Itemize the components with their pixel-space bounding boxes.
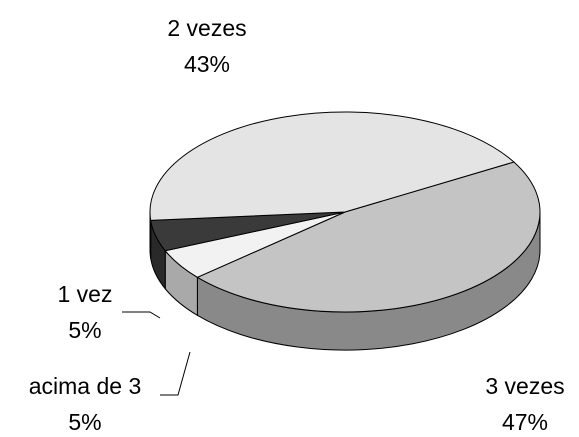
leader-line <box>160 351 191 396</box>
slice-label: 3 vezes <box>485 373 564 399</box>
slice <box>149 111 515 221</box>
value-label: 5% <box>68 409 101 435</box>
leader-line <box>122 311 161 319</box>
slice <box>196 161 541 313</box>
value-label: 47% <box>502 409 548 435</box>
slice-label: 1 vez <box>58 281 113 307</box>
slice-label: acima de 3 <box>29 373 142 399</box>
value-label: 5% <box>68 317 101 343</box>
value-label: 43% <box>184 51 230 77</box>
slice-label: 2 vezes <box>167 15 246 41</box>
